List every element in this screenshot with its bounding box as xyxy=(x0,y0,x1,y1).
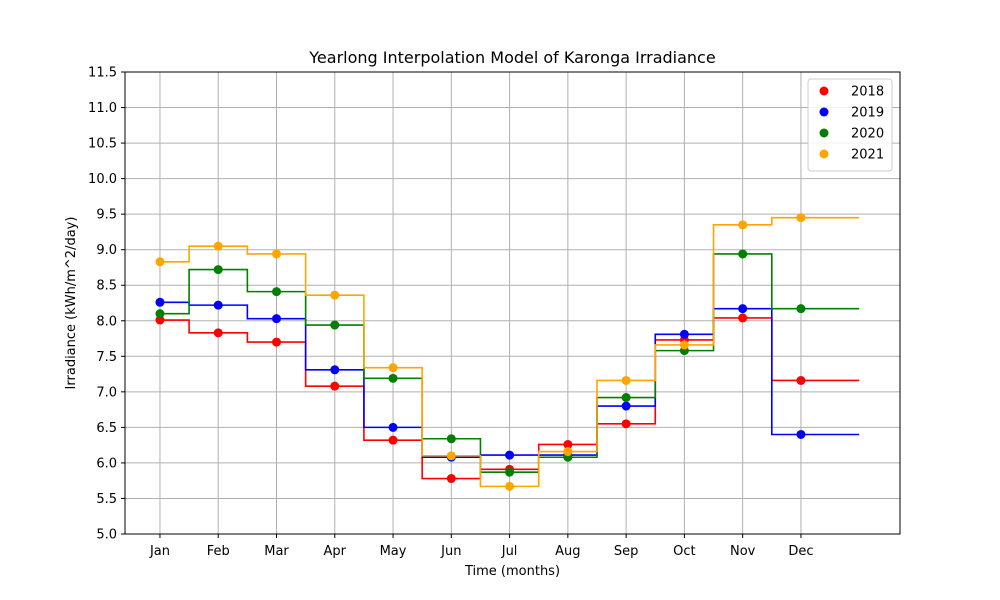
y-tick-label: 6.0 xyxy=(96,456,117,471)
data-point-2021-mar xyxy=(272,249,282,259)
y-tick-label: 7.0 xyxy=(96,385,117,400)
data-point-2019-oct xyxy=(679,329,689,339)
data-point-2021-jul xyxy=(505,481,515,491)
legend: 2018 2019 2020 2021 xyxy=(807,78,893,172)
data-point-2019-jan xyxy=(155,297,165,307)
data-point-2021-aug xyxy=(563,447,573,457)
y-tick-label: 9.0 xyxy=(96,243,117,258)
data-point-2021-apr xyxy=(330,290,340,300)
y-tick-label: 5.5 xyxy=(96,492,117,507)
x-tick-label-dec: Dec xyxy=(788,544,813,559)
x-tick-label-may: May xyxy=(380,544,407,559)
data-point-2018-sep xyxy=(621,419,631,429)
grid-lines xyxy=(125,71,900,535)
data-point-2020-apr xyxy=(330,320,340,330)
data-point-2019-feb xyxy=(213,300,223,310)
data-point-2020-may xyxy=(388,373,398,383)
data-point-2019-may xyxy=(388,422,398,432)
x-tick-label-sep: Sep xyxy=(614,544,639,559)
data-point-2021-nov xyxy=(738,220,748,230)
data-point-2020-nov xyxy=(738,249,748,259)
data-point-2018-apr xyxy=(330,381,340,391)
legend-marker-2018 xyxy=(819,86,829,96)
data-point-2021-jun xyxy=(446,451,456,461)
data-point-2019-jul xyxy=(505,450,515,460)
data-point-2021-jan xyxy=(155,257,165,267)
data-point-2018-mar xyxy=(272,337,282,347)
data-point-2021-feb xyxy=(213,241,223,251)
y-tick-label: 8.5 xyxy=(96,279,117,294)
x-tick-label-mar: Mar xyxy=(264,544,289,559)
data-point-2020-sep xyxy=(621,393,631,403)
x-tick-label-nov: Nov xyxy=(730,544,756,559)
legend-marker-2021 xyxy=(819,149,829,159)
y-tick-label: 11.0 xyxy=(88,101,117,116)
data-point-2019-sep xyxy=(621,401,631,411)
data-point-2019-dec xyxy=(796,429,806,439)
legend-label-2021: 2021 xyxy=(851,148,884,163)
data-point-2020-jun xyxy=(446,434,456,444)
data-point-2021-oct xyxy=(679,340,689,350)
x-tick-label-jun: Jun xyxy=(440,544,461,559)
y-tick-label: 6.5 xyxy=(96,421,117,436)
data-point-2020-mar xyxy=(272,287,282,297)
y-tick-label: 9.5 xyxy=(96,208,117,223)
x-tick-label-feb: Feb xyxy=(207,544,230,559)
data-series xyxy=(155,213,860,491)
data-point-2018-jun xyxy=(446,474,456,484)
data-point-2021-dec xyxy=(796,213,806,223)
x-tick-label-jul: Jul xyxy=(501,544,518,559)
legend-box xyxy=(807,78,893,172)
series-line-2021 xyxy=(159,216,860,488)
data-point-2019-mar xyxy=(272,314,282,324)
data-point-2020-jan xyxy=(155,309,165,319)
data-point-2021-sep xyxy=(621,375,631,385)
data-point-2018-jan xyxy=(155,315,165,325)
axis-ticks: 5.0 5.5 6.0 6.5 7.0 7.5 8.0 8.5 9.0 9.5 10.0 10.5 11… xyxy=(88,66,813,560)
data-point-2018-may xyxy=(388,435,398,445)
legend-marker-2019 xyxy=(819,107,829,117)
data-point-2019-nov xyxy=(738,304,748,314)
data-point-2021-may xyxy=(388,363,398,373)
data-point-2018-dec xyxy=(796,375,806,385)
legend-label-2020: 2020 xyxy=(851,127,884,142)
x-tick-label-oct: Oct xyxy=(673,544,695,559)
x-tick-label-aug: Aug xyxy=(555,544,580,559)
data-point-2018-nov xyxy=(738,313,748,323)
data-point-2020-feb xyxy=(213,265,223,275)
plot-frame xyxy=(124,71,901,535)
x-tick-label-jan: Jan xyxy=(149,544,170,559)
y-tick-label: 10.5 xyxy=(88,137,117,152)
y-tick-label: 10.0 xyxy=(88,172,117,187)
data-point-2018-aug xyxy=(563,439,573,449)
y-tick-label: 5.0 xyxy=(96,528,117,543)
legend-label-2018: 2018 xyxy=(851,85,884,100)
data-point-2018-feb xyxy=(213,328,223,338)
y-tick-label: 11.5 xyxy=(88,66,117,81)
data-point-2019-apr xyxy=(330,365,340,375)
y-tick-label: 7.5 xyxy=(96,350,117,365)
data-point-2020-dec xyxy=(796,304,806,314)
x-tick-label-apr: Apr xyxy=(324,544,347,559)
data-point-2020-jul xyxy=(505,467,515,477)
y-axis-label: Irradiance (kWh/m^2/day) xyxy=(64,217,79,390)
x-axis-label: Time (months) xyxy=(464,564,560,579)
legend-label-2019: 2019 xyxy=(851,106,884,121)
legend-marker-2020 xyxy=(819,128,829,138)
chart-title: Yearlong Interpolation Model of Karonga … xyxy=(308,48,715,67)
y-tick-label: 8.0 xyxy=(96,314,117,329)
